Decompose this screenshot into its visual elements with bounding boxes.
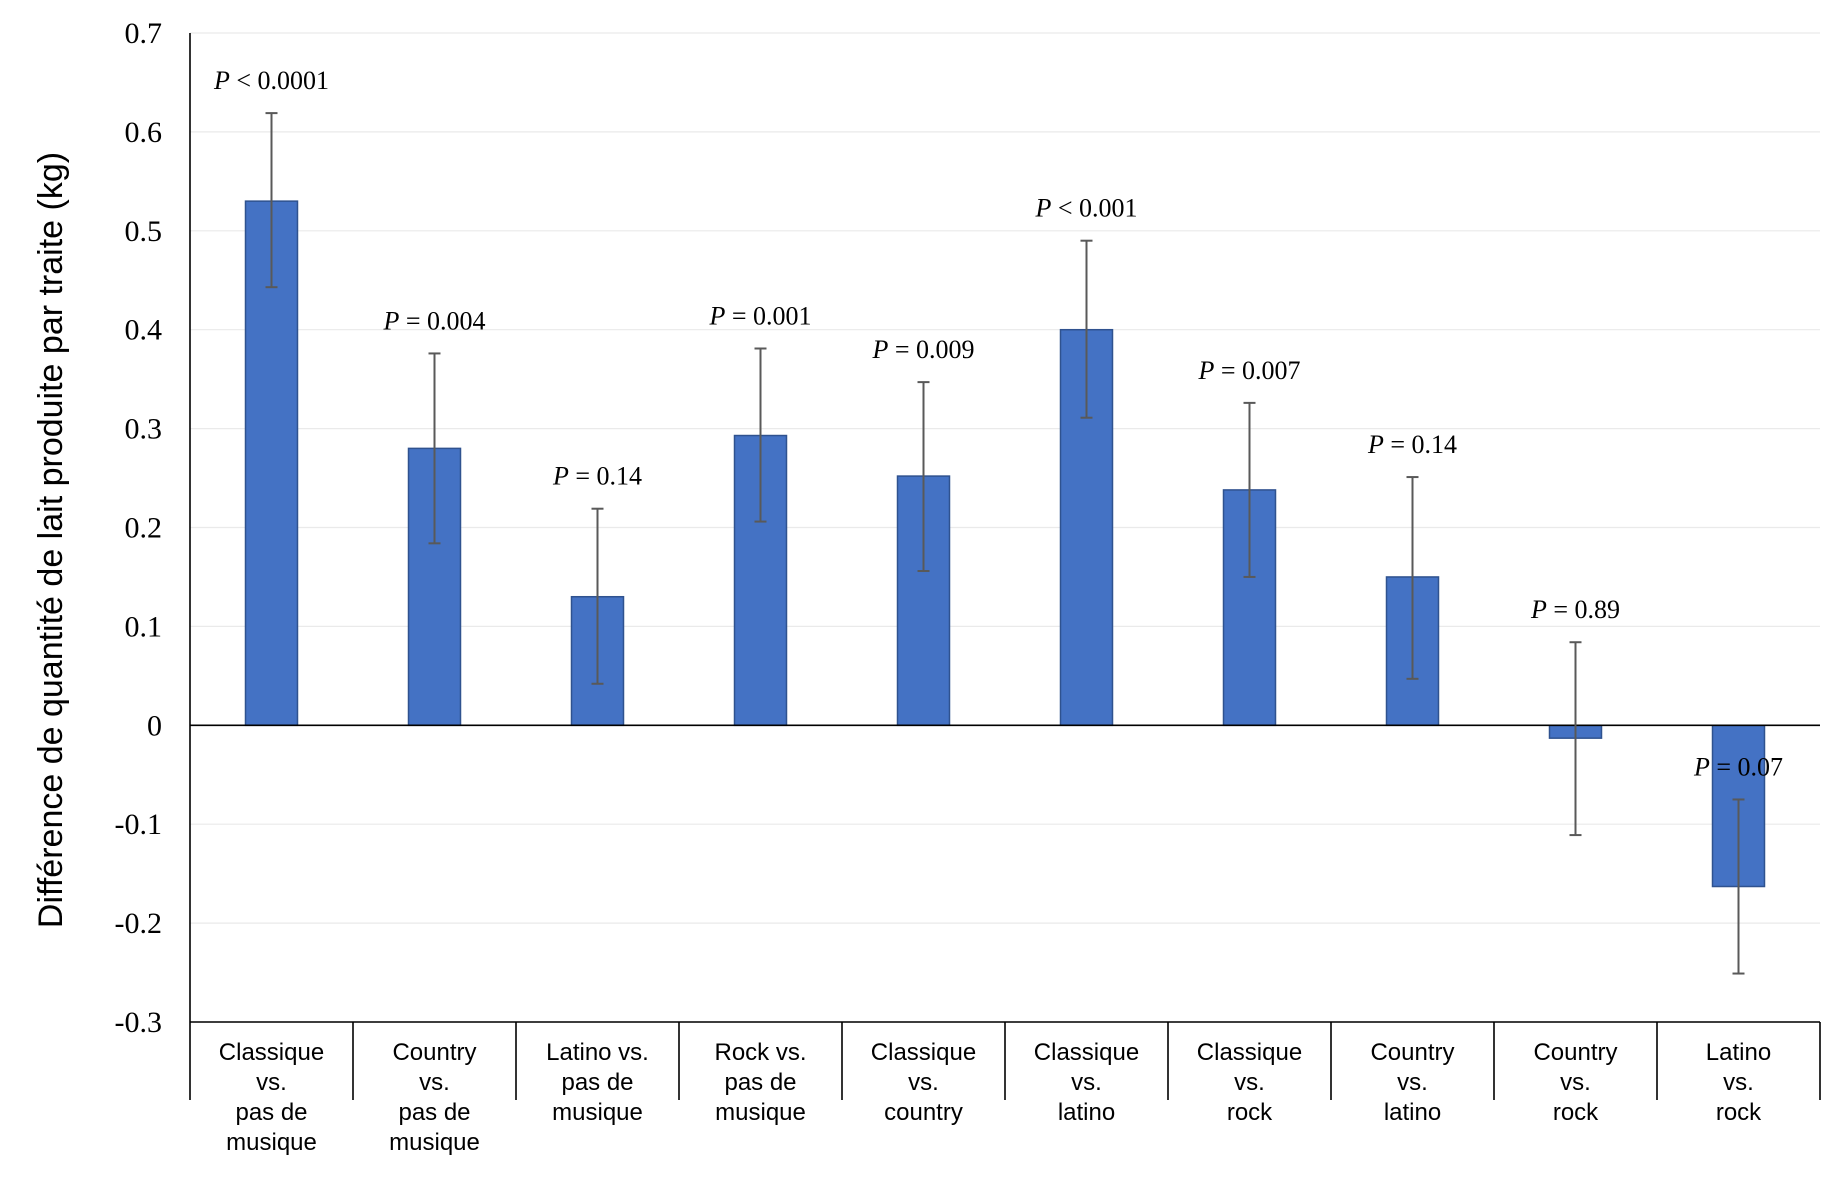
category-label-line: rock — [1227, 1099, 1273, 1126]
category-label-8: Country vs. rock — [1533, 1039, 1617, 1126]
p-symbol: P — [708, 301, 725, 330]
p-symbol: P — [1693, 752, 1710, 781]
category-label-0: Classique vs. pas de musique — [219, 1039, 324, 1156]
category-label-line: pas de — [561, 1069, 633, 1096]
category-label-line: Latino — [1706, 1039, 1771, 1066]
p-symbol: P — [552, 462, 569, 491]
p-value: = 0.89 — [1547, 595, 1620, 624]
y-tick-label-10: 0.7 — [125, 17, 163, 50]
p-symbol: P — [871, 335, 888, 364]
p-value-label-6: P = 0.007 — [1197, 356, 1300, 385]
p-symbol: P — [1367, 430, 1384, 459]
p-value: = 0.07 — [1710, 752, 1783, 781]
y-tick-label-0: -0.3 — [115, 1006, 163, 1039]
y-tick-label-7: 0.4 — [125, 314, 163, 347]
category-label-line: musique — [715, 1099, 806, 1126]
p-value-label-2: P = 0.14 — [552, 462, 642, 491]
y-tick-label-8: 0.5 — [125, 215, 163, 248]
category-label-line: Latino vs. — [546, 1039, 649, 1066]
p-value-label-0: P < 0.0001 — [213, 66, 329, 95]
p-value-label-4: P = 0.009 — [871, 335, 974, 364]
p-value: < 0.0001 — [230, 66, 329, 95]
category-labels: Classique vs. pas de musique Country vs. pas d… — [219, 1039, 1771, 1156]
category-label-line: Classique — [219, 1039, 324, 1066]
category-label-line: latino — [1384, 1099, 1441, 1126]
y-tick-label-5: 0.2 — [125, 512, 163, 545]
y-axis-ticks: -0.3 -0.2 -0.1 0 0.1 0.2 0.3 0.4 0.5 0.6 0.7 — [115, 17, 163, 1039]
category-label-6: Classique vs. rock — [1197, 1039, 1302, 1126]
p-value-label-1: P = 0.004 — [382, 306, 485, 335]
p-value: = 0.007 — [1214, 356, 1300, 385]
category-label-line: musique — [226, 1129, 317, 1156]
p-value-label-9: P = 0.07 — [1693, 752, 1783, 781]
category-label-line: pas de — [398, 1099, 470, 1126]
category-label-1: Country vs. pas de musique — [389, 1039, 480, 1156]
y-tick-label-2: -0.1 — [115, 808, 163, 841]
category-label-line: Classique — [1197, 1039, 1302, 1066]
category-label-line: vs. — [419, 1069, 450, 1096]
category-label-7: Country vs. latino — [1370, 1039, 1454, 1126]
y-axis-title: Différence de quantité de lait produite … — [32, 152, 70, 928]
p-value-label-3: P = 0.001 — [708, 301, 811, 330]
p-value: = 0.14 — [569, 462, 642, 491]
category-label-line: pas de — [235, 1099, 307, 1126]
p-value: < 0.001 — [1051, 194, 1137, 223]
category-label-line: rock — [1553, 1099, 1599, 1126]
category-label-line: Rock vs. — [714, 1039, 806, 1066]
axes — [189, 33, 1821, 1100]
category-label-line: vs. — [1234, 1069, 1265, 1096]
p-value: = 0.009 — [888, 335, 974, 364]
category-label-line: Classique — [871, 1039, 976, 1066]
category-label-2: Latino vs. pas de musique — [546, 1039, 649, 1126]
p-symbol: P — [1034, 194, 1051, 223]
y-tick-label-3: 0 — [147, 709, 162, 742]
category-label-line: rock — [1716, 1099, 1762, 1126]
y-tick-label-9: 0.6 — [125, 116, 163, 149]
category-label-line: musique — [389, 1129, 480, 1156]
category-label-line: Country — [1533, 1039, 1617, 1066]
category-label-line: country — [884, 1099, 963, 1126]
y-tick-label-4: 0.1 — [125, 610, 163, 643]
y-tick-label-1: -0.2 — [115, 907, 163, 940]
category-label-line: Country — [392, 1039, 476, 1066]
category-label-4: Classique vs. country — [871, 1039, 976, 1126]
p-value-label-7: P = 0.14 — [1367, 430, 1457, 459]
category-label-line: vs. — [1397, 1069, 1428, 1096]
category-label-5: Classique vs. latino — [1034, 1039, 1139, 1126]
category-label-line: musique — [552, 1099, 643, 1126]
p-symbol: P — [1197, 356, 1214, 385]
p-value-label-8: P = 0.89 — [1530, 595, 1620, 624]
category-label-line: Country — [1370, 1039, 1454, 1066]
category-label-line: vs. — [1071, 1069, 1102, 1096]
gridlines — [190, 32, 1820, 1023]
p-symbol: P — [382, 306, 399, 335]
y-tick-label-6: 0.3 — [125, 413, 163, 446]
p-symbol: P — [1530, 595, 1547, 624]
p-value: = 0.004 — [399, 306, 485, 335]
category-label-3: Rock vs. pas de musique — [714, 1039, 806, 1126]
category-label-9: Latino vs. rock — [1706, 1039, 1771, 1126]
category-label-line: Classique — [1034, 1039, 1139, 1066]
error-bars — [265, 112, 1745, 975]
category-label-line: vs. — [256, 1069, 287, 1096]
p-value-label-5: P < 0.001 — [1034, 194, 1137, 223]
category-label-line: pas de — [724, 1069, 796, 1096]
bars — [244, 200, 1766, 888]
category-label-line: vs. — [1560, 1069, 1591, 1096]
category-label-line: vs. — [908, 1069, 939, 1096]
p-value: = 0.001 — [725, 301, 811, 330]
category-label-line: vs. — [1723, 1069, 1754, 1096]
p-value: = 0.14 — [1384, 430, 1457, 459]
p-symbol: P — [213, 66, 230, 95]
category-label-line: latino — [1058, 1099, 1115, 1126]
